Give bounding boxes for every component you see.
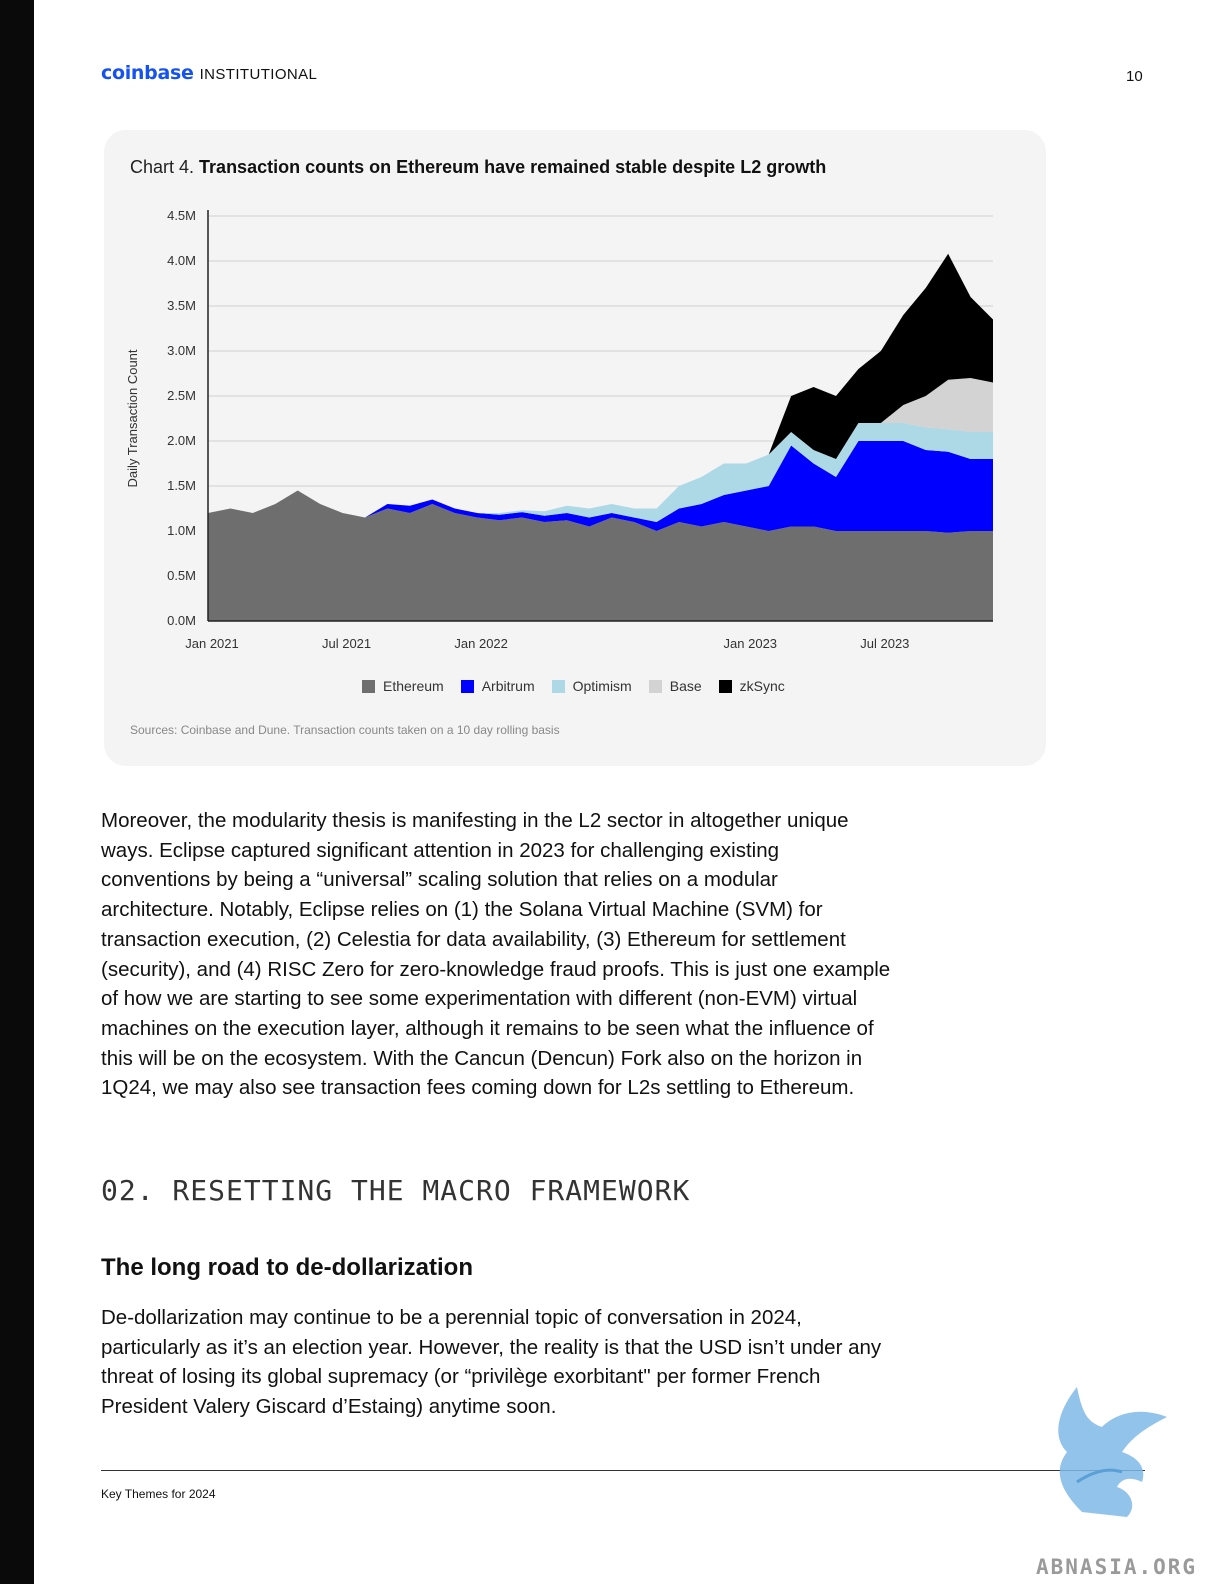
y-tick-label: 2.0M: [167, 433, 196, 448]
coinbase-logo: coinbase: [101, 62, 194, 84]
chart-legend: Ethereum Arbitrum Optimism Base zkSync: [362, 678, 785, 694]
griffin-watermark-icon: [1058, 1387, 1167, 1517]
series-area-arbitrum: [208, 441, 993, 533]
legend-swatch: [460, 679, 474, 693]
chart-title: Chart 4. Transaction counts on Ethereum …: [130, 157, 826, 178]
chart-source: Sources: Coinbase and Dune. Transaction …: [130, 723, 560, 737]
y-tick-label: 0.0M: [167, 613, 196, 628]
watermark-text: ABNASIA.ORG: [1036, 1555, 1198, 1579]
legend-swatch: [362, 679, 375, 693]
legend-label: Optimism: [572, 678, 632, 694]
stacked-area-chart: 0.0M 0.5M 1.0M 1.5M 2.0M 2.5M 3.0M 3.5M 4.0M 4.5M…: [125, 208, 993, 651]
y-tick-label: 4.5M: [167, 208, 196, 223]
x-tick-label: Jan 2023: [724, 636, 778, 651]
x-tick-label: Jul 2023: [860, 636, 909, 651]
chart-title-bold: Transaction counts on Ethereum have rema…: [199, 157, 827, 177]
header-brand: coinbase INSTITUTIONAL: [101, 62, 317, 84]
legend-item-ethereum: Ethereum: [362, 678, 444, 694]
y-tick-label: 1.0M: [167, 523, 196, 538]
legend-swatch: [551, 679, 565, 693]
x-tick-label: Jan 2022: [454, 636, 508, 651]
legend-swatch: [718, 679, 732, 693]
x-tick-label: Jul 2021: [322, 636, 371, 651]
legend-label: Base: [669, 678, 702, 694]
sub-heading: The long road to de-dollarization: [101, 1254, 473, 1281]
legend-label: Ethereum: [383, 678, 444, 694]
legend-item-zksync: zkSync: [718, 678, 785, 694]
body-paragraph-2: De-dollarization may continue to be a pe…: [101, 1306, 882, 1419]
legend-item-optimism: Optimism: [551, 678, 632, 694]
y-tick-label: 3.5M: [167, 298, 196, 313]
legend-label: zkSync: [739, 678, 785, 694]
chart-title-prefix: Chart 4.: [130, 157, 195, 177]
left-edge-bar: [0, 0, 34, 1584]
page-number: 10: [1126, 68, 1143, 85]
series-area-ethereum: [208, 490, 993, 621]
chart-card: Chart 4. Transaction counts on Ethereum …: [104, 130, 1046, 766]
y-axis-label: Daily Transaction Count: [125, 349, 140, 487]
legend-label: Arbitrum: [481, 678, 535, 694]
series-area-optimism: [208, 423, 993, 522]
legend-swatch: [648, 679, 662, 693]
section-heading: 02. RESETTING THE MACRO FRAMEWORK: [101, 1174, 691, 1207]
x-tick-label: Jan 2021: [185, 636, 239, 651]
y-tick-label: 4.0M: [167, 253, 196, 268]
y-tick-label: 0.5M: [167, 568, 196, 583]
body-paragraph-1: Moreover, the modularity thesis is manif…: [101, 809, 891, 1100]
y-tick-label: 2.5M: [167, 388, 196, 403]
brand-subtitle: INSTITUTIONAL: [199, 66, 318, 83]
footer-divider: [101, 1470, 1145, 1471]
legend-item-arbitrum: Arbitrum: [460, 678, 535, 694]
legend-item-base: Base: [648, 678, 702, 694]
y-tick-label: 1.5M: [167, 478, 196, 493]
footer-text: Key Themes for 2024: [101, 1487, 216, 1501]
y-tick-label: 3.0M: [167, 343, 196, 358]
